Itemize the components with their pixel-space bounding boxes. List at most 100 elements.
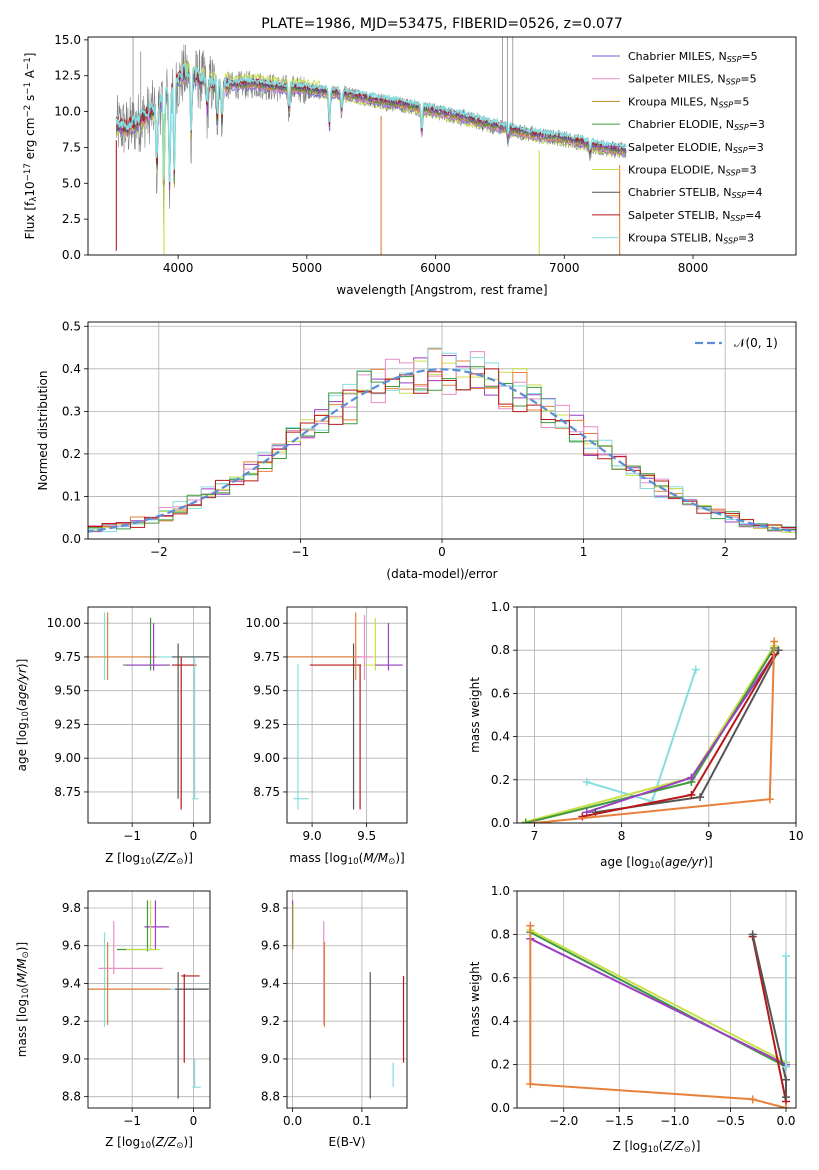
x-tick-label: 0 [190,829,198,843]
y-tick-label: 8.8 [62,1090,81,1104]
y-axis-label: mass [log10(M/M⊙)] [15,942,31,1057]
x-axis-label-part: ( [660,855,665,869]
x-axis-label-part: Z [log [105,1135,140,1149]
x-axis-label-part: )] [184,851,193,865]
x-axis-label: Z [log10(Z/Z⊙)] [105,1135,193,1151]
x-axis-label-part: )] [703,855,712,869]
y-tick-label: 9.00 [253,751,280,765]
data-point [781,1093,790,1102]
data-point [687,790,696,799]
x-tick-label: 7000 [549,261,580,275]
legend-tail: =3 [748,141,764,154]
legend-sub: SSP [734,123,749,132]
y-tick-label: 0.0 [62,532,81,546]
y-axis-label-part: s [23,95,37,105]
x-axis-label-part: ( [151,1135,156,1149]
legend-label: Salpeter ELODIE, N [628,141,733,154]
x-tick-label: −2 [150,545,168,559]
y-axis-label-part: )] [15,659,29,668]
x-axis-label-part: ⊙ [176,857,183,867]
x-axis-label-part: Z [log [613,1139,648,1153]
residual-histogram [88,366,796,536]
legend-sub: SSP [732,191,747,200]
y-tick-label: 5.0 [62,176,81,190]
model-spectrum [115,62,627,183]
panel-mass-weight-vs-Z: −2.0 −1.5 −1.0 −0.5 0.0 0.0 0.2 0.4 0.6 0.8 1.0 Z [… [468,884,797,1155]
x-axis-label-part: ⊙ [684,1145,691,1155]
y-axis-label: Flux [fλ10−17 erg cm−2 s−1 A−1] [23,53,39,240]
legend-label: Chabrier ELODIE, N [628,118,734,131]
data-point [748,930,757,939]
x-tick-label: 2 [721,545,729,559]
x-axis-label-part: )] [184,1135,193,1149]
legend-sub: SSP [730,214,745,223]
x-axis-label-part: 10 [348,857,359,867]
y-axis-label: Normed distribution [36,371,50,491]
x-tick-label: 9 [705,829,713,843]
x-tick-label: 1 [580,545,588,559]
legend-label: Salpeter STELIB, N [628,209,730,222]
x-axis-label-part: 10 [649,861,660,871]
y-axis-label-part: ] [23,53,37,58]
panel-spectrum: 4000 5000 6000 7000 8000 0.0 2.5 5.0 7.5 10.0 12.5… [23,16,797,297]
axes-frame [516,890,797,1109]
legend-tail: =5 [741,50,757,63]
legend-sub: SSP [726,169,741,178]
x-tick-label: −2.0 [549,1114,578,1128]
y-tick-label: 9.25 [54,717,81,731]
x-axis-label-part: mass [log [289,851,347,865]
data-point [770,637,779,646]
x-axis-label-part: ⊙ [388,857,395,867]
gaussian-curve [88,368,796,533]
legend-tail: =3 [738,232,754,245]
x-axis-label-part: ⊙ [176,1141,183,1151]
y-tick-label: 9.4 [261,976,280,990]
x-axis-label: (data-model)/error [386,567,497,581]
y-tick-label: 7.5 [62,140,81,154]
axes-frame [516,606,797,824]
legend-entry: Kroupa ELODIE, NSSP=3 [628,164,757,178]
plot-area-mass-weight-vs-age [521,637,783,823]
legend-entry: Kroupa STELIB, NSSP=3 [628,232,754,246]
x-tick-label: −1 [123,829,141,843]
y-tick-label: 9.75 [253,650,280,664]
series-line [525,645,776,823]
legend-entry: Kroupa MILES, NSSP=5 [628,95,749,109]
x-tick-label: 8000 [678,261,709,275]
axes-frame [87,36,797,256]
x-tick-label: 0.0 [283,1114,302,1128]
legend-sub: SSP [723,237,738,246]
y-tick-label: 0.0 [62,248,81,262]
y-tick-label: 8.8 [261,1090,280,1104]
data-point [526,921,535,930]
chart-title: PLATE=1986, MJD=53475, FIBERID=0526, z=0… [261,16,623,32]
x-tick-label: 0.0 [776,1114,795,1128]
series-line [529,925,787,1108]
legend-tail: =5 [733,95,749,108]
x-axis-label-part: )] [395,851,404,865]
data-point [696,793,705,802]
legend-label: Kroupa STELIB, N [628,232,723,245]
y-tick-label: 8.75 [253,785,280,799]
data-point [521,819,530,823]
legend-label: Salpeter MILES, N [628,73,726,86]
x-tick-label: 9.5 [357,829,376,843]
x-tick-label: 6000 [420,261,451,275]
y-axis-label-part: −1 [23,57,33,70]
series-line [595,649,780,814]
y-axis-label-part: 10 [21,711,31,722]
y-tick-label: 8.75 [54,785,81,799]
x-tick-label: 8 [618,829,626,843]
legend-label: Chabrier STELIB, N [628,186,732,199]
legend-entry: Salpeter MILES, NSSP=5 [628,73,757,87]
x-axis-label-part: M/M [363,851,388,865]
y-axis-label-part: A [23,69,37,82]
y-tick-label: 15.0 [54,33,81,47]
legend-entry: Chabrier STELIB, NSSP=4 [628,186,762,200]
x-axis-label-part: Z/Z [155,851,177,865]
data-point [781,1104,790,1108]
panel-mass-vs-EBV: 0.0 0.1 8.8 9.0 9.2 9.4 9.6 9.8 E(B-V) [261,890,408,1149]
y-tick-label: 0.4 [491,730,510,744]
y-tick-label: 0.4 [491,1014,510,1028]
x-axis-label-part: Z/Z [662,1139,684,1153]
